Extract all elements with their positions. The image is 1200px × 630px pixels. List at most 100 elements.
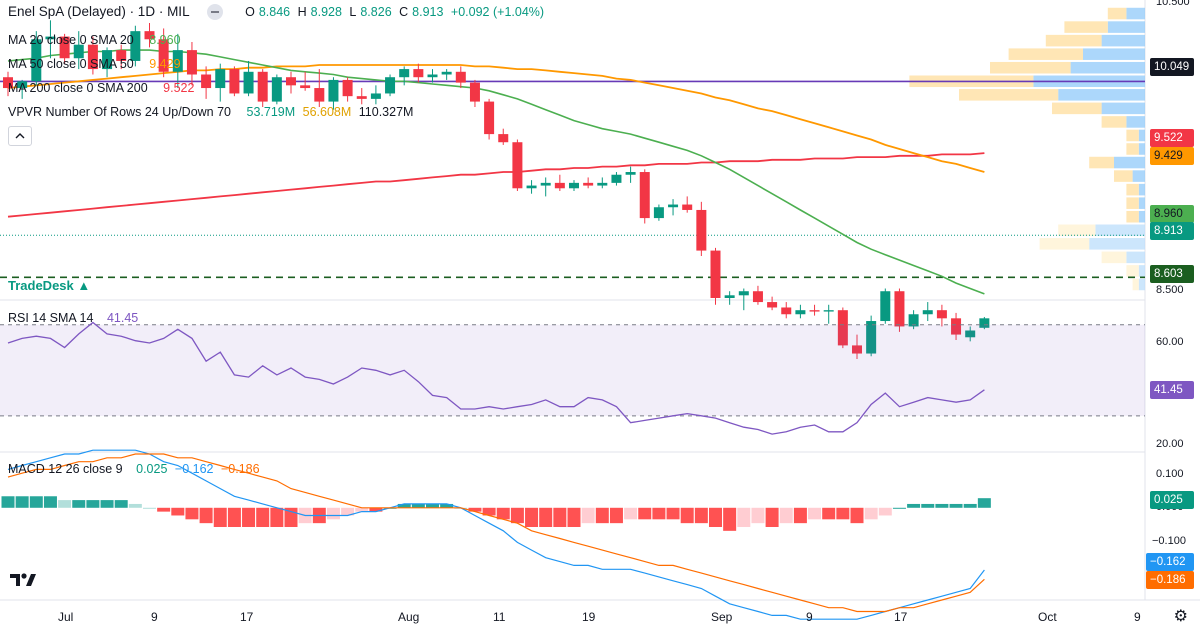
- macd-hist-bar: [892, 507, 906, 509]
- ma20-value: 8.960: [149, 33, 181, 47]
- candle-body: [965, 330, 976, 338]
- candle-body: [441, 71, 452, 75]
- candle-body: [781, 307, 792, 315]
- tradingview-logo[interactable]: [8, 568, 40, 590]
- candle-body: [271, 77, 282, 102]
- ma20-line: [7, 49, 985, 295]
- macd-hist-bar: [977, 498, 991, 508]
- macd-hist-bar: [468, 507, 482, 512]
- macd-hist-bar: [779, 507, 793, 524]
- candle-body: [866, 321, 877, 354]
- vpvr-up-bar: [1058, 89, 1145, 101]
- vpvr-up-bar: [1126, 116, 1145, 128]
- rsi-value: 41.45: [106, 311, 139, 325]
- candle-body: [385, 77, 396, 94]
- macd-hist-bar: [355, 507, 369, 512]
- rsi-price-tag: 41.45: [1150, 381, 1194, 399]
- macd-hist-bar: [737, 507, 751, 527]
- candle-body: [370, 93, 381, 99]
- macd-hist-value: 0.025: [136, 462, 168, 476]
- macd-hist-bar: [143, 507, 156, 509]
- candle-body: [215, 69, 226, 89]
- macd-hist-bar: [72, 500, 86, 508]
- macd-hist-bar: [935, 503, 949, 508]
- macd-hist-bar: [850, 507, 864, 524]
- vpvr-down-bar: [1126, 197, 1139, 209]
- candle-body: [300, 85, 311, 89]
- vpvr-up-bar: [1107, 21, 1145, 33]
- rsi-tick-20: 20.00: [1156, 438, 1184, 450]
- candle-body: [201, 74, 212, 89]
- macd-hist-bar: [242, 507, 256, 527]
- signal-line: [7, 453, 985, 613]
- vpvr-up-bar: [1070, 61, 1145, 74]
- legend-ma20[interactable]: MA 20 close 0 SMA 20 8.960: [8, 33, 181, 47]
- macd-hist-bar: [510, 507, 524, 524]
- legend-vpvr[interactable]: VPVR Number Of Rows 24 Up/Down 70 53.719…: [8, 105, 414, 119]
- macd-hist-bar: [411, 503, 425, 508]
- macd-value: −0.162: [174, 462, 214, 476]
- candle-body: [852, 345, 862, 354]
- legend-macd[interactable]: MACD 12 26 close 9 0.025 −0.162 −0.186: [8, 462, 260, 476]
- candle-body: [979, 318, 990, 328]
- candle-body: [653, 207, 664, 219]
- x-tick-17-jul: 17: [240, 610, 254, 624]
- candle-body: [59, 36, 70, 59]
- macd-hist-bar: [652, 507, 666, 520]
- vpvr-up-bar: [1132, 170, 1145, 182]
- vpvr-down-bar: [990, 61, 1071, 74]
- legend-rsi[interactable]: RSI 14 SMA 14 41.45: [8, 311, 139, 325]
- candle-body: [229, 69, 240, 94]
- macd-hist-bar: [949, 503, 963, 508]
- legend-ma50[interactable]: MA 50 close 0 SMA 50 9.429: [8, 57, 181, 71]
- candle-body: [73, 44, 84, 59]
- candle-body: [455, 71, 466, 83]
- change-value: +0.092 (+1.04%): [450, 5, 545, 19]
- x-tick-19-aug: 19: [582, 610, 596, 624]
- x-tick-17-sep: 17: [894, 610, 908, 624]
- support-price-tag: 8.603: [1150, 265, 1194, 283]
- candle-body: [413, 69, 424, 78]
- price-tick-bottom: 8.500: [1156, 284, 1184, 296]
- symbol-header: Enel SpA (Delayed) · 1D · MIL O 8.846 H 8.…: [8, 4, 552, 21]
- vpvr-up-bar: [1101, 34, 1145, 47]
- vpvr-up-bar: [1138, 143, 1145, 155]
- market-status-icon[interactable]: [207, 4, 224, 21]
- macd-tick-01: 0.100: [1156, 468, 1184, 480]
- candle-body: [399, 69, 410, 78]
- macd-hist-bar: [440, 503, 454, 508]
- hist-price-tag: 0.025: [1150, 491, 1194, 509]
- candle-body: [611, 174, 622, 183]
- vpvr-up-bar: [1095, 224, 1145, 237]
- candle-body: [710, 250, 721, 298]
- candle-body: [87, 44, 98, 70]
- signal-value: −0.186: [220, 462, 260, 476]
- candle-body: [328, 79, 339, 102]
- candle-body: [738, 291, 749, 296]
- vpvr-down-bar: [1101, 116, 1127, 128]
- x-tick-oct: Oct: [1038, 610, 1057, 624]
- legend-ma200[interactable]: MA 200 close 0 SMA 200 9.522: [8, 81, 195, 95]
- x-tick-sep: Sep: [711, 610, 733, 624]
- candle-body: [314, 88, 325, 102]
- vpvr-up-bar: [1101, 102, 1145, 115]
- settings-gear-icon[interactable]: ⚙: [1173, 608, 1188, 625]
- candle-body: [342, 79, 353, 97]
- macd-hist-bar: [751, 507, 765, 524]
- candle-body: [144, 31, 155, 40]
- macd-hist-bar: [680, 507, 694, 524]
- macd-hist-bar: [624, 507, 638, 520]
- vpvr-down-bar: [1126, 183, 1139, 196]
- macd-hist-bar: [709, 507, 722, 527]
- vpvr-down-bar: [1008, 48, 1083, 60]
- candle-body: [880, 291, 891, 322]
- vpvr-up-bar: [1138, 129, 1145, 142]
- macd-hist-bar: [43, 496, 57, 508]
- vpvr-down-bar: [1126, 210, 1139, 223]
- macd-hist-bar: [426, 503, 439, 508]
- macd-hist-bar: [567, 507, 581, 527]
- macd-hist-bar: [907, 503, 921, 508]
- symbol-title[interactable]: Enel SpA (Delayed) · 1D · MIL: [8, 4, 190, 19]
- vpvr-total: 110.327M: [358, 105, 414, 119]
- collapse-legend-button[interactable]: [8, 126, 32, 146]
